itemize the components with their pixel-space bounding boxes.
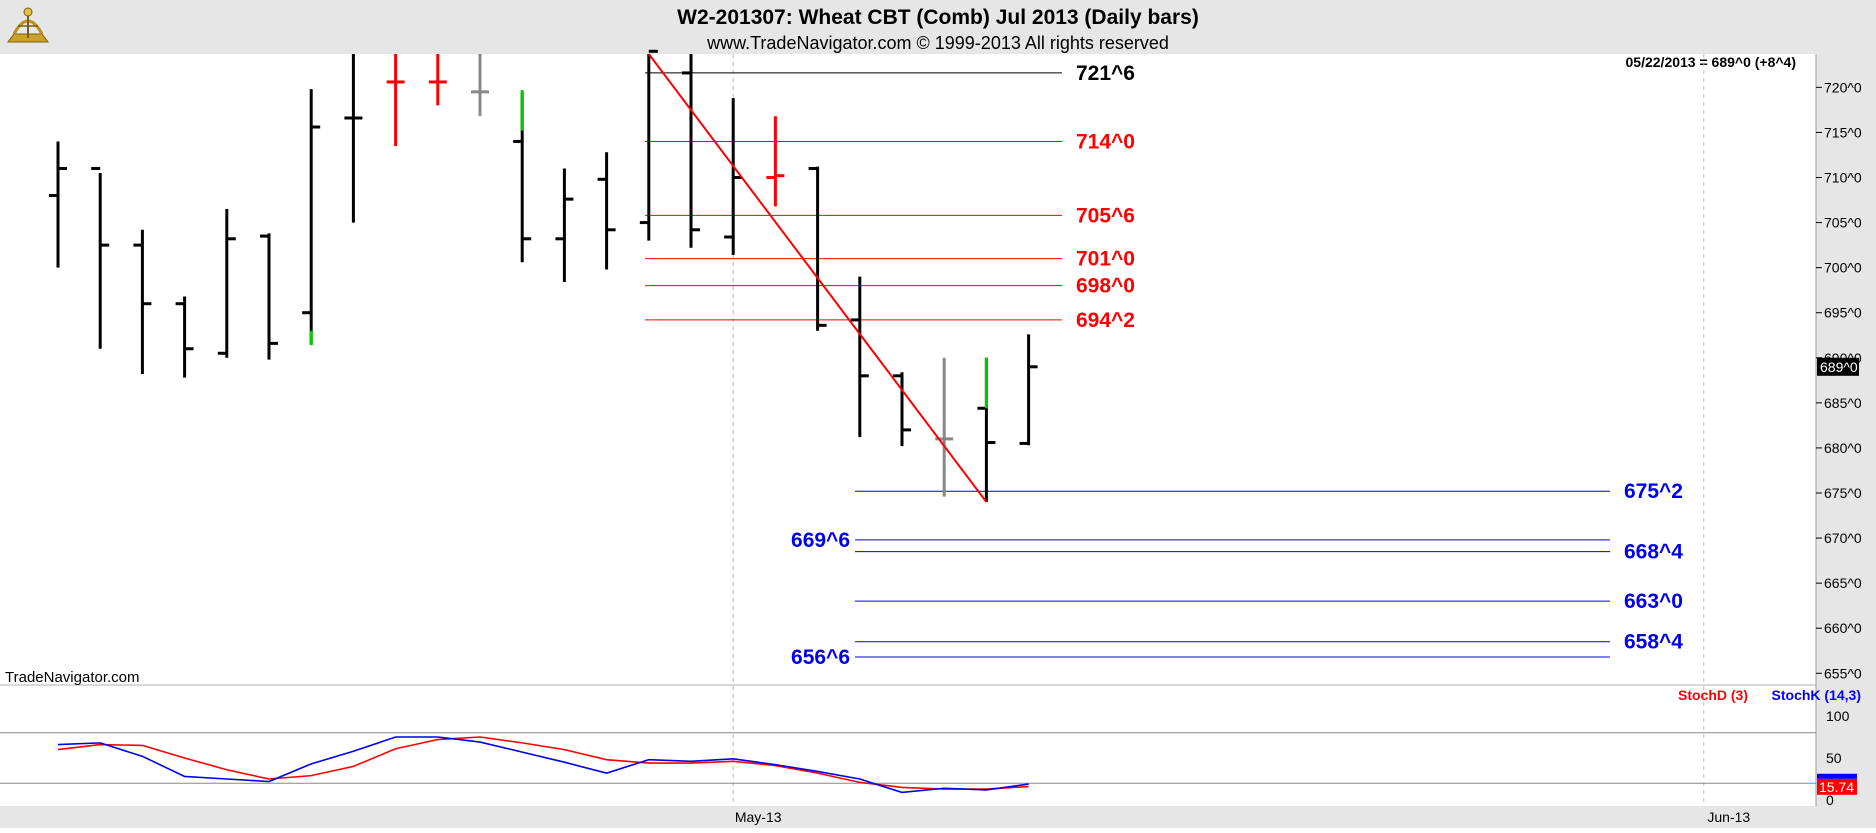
- y-tick-label: 670^0: [1824, 530, 1862, 546]
- x-tick-label: Jun-13: [1707, 809, 1750, 825]
- stoch-y-tick-label: 0: [1826, 792, 1834, 808]
- last-price-label: 689^0: [1820, 359, 1858, 375]
- stoch-d-title: StochD (3): [1678, 687, 1748, 703]
- stoch-last-value-label: 15.74: [1819, 779, 1854, 795]
- level-label: 714^0: [1076, 130, 1135, 153]
- level-label: 721^6: [1076, 62, 1135, 85]
- y-tick-label: 665^0: [1824, 575, 1862, 591]
- level-label: 698^0: [1076, 275, 1135, 298]
- y-tick-label: 655^0: [1824, 665, 1862, 681]
- stoch-y-tick-label: 50: [1826, 750, 1842, 766]
- x-tick-label: May-13: [735, 809, 782, 825]
- y-tick-label: 720^0: [1824, 79, 1862, 95]
- stoch-y-tick-label: 100: [1826, 708, 1850, 724]
- time-axis-background: [0, 806, 1876, 828]
- y-tick-label: 700^0: [1824, 260, 1862, 276]
- y-tick-label: 685^0: [1824, 395, 1862, 411]
- level-label: 694^2: [1076, 309, 1135, 332]
- axis-layer: May-13 Jun-13 720^0 715^0 710^0 705^0 700^0 695…: [735, 79, 1862, 825]
- level-label: 675^2: [1624, 480, 1683, 503]
- last-quote-text: 05/22/2013 = 689^0 (+8^4): [1626, 54, 1796, 70]
- y-tick-label: 695^0: [1824, 305, 1862, 321]
- y-tick-label: 680^0: [1824, 440, 1862, 456]
- grid-layer: [732, 54, 1705, 806]
- last-price-tag: [1817, 357, 1859, 376]
- stoch-k-last-tag: [1817, 773, 1857, 779]
- watermark-text: TradeNavigator.com: [5, 669, 140, 686]
- stoch-d-line: [57, 736, 1029, 790]
- copyright-text: www.TradeNavigator.com © 1999-2013 All r…: [706, 33, 1169, 53]
- level-label: 658^4: [1624, 631, 1683, 654]
- stoch-k-line: [57, 736, 1029, 794]
- header-bar: [0, 0, 1876, 54]
- level-label: 701^0: [1076, 248, 1135, 271]
- y-tick-label: 715^0: [1824, 124, 1862, 140]
- level-layer: 721^6 714^0 705^6 701^0 698^0 694^2 675^2 669^6…: [645, 62, 1683, 669]
- y-tick-label: 705^0: [1824, 215, 1862, 231]
- level-label: 668^4: [1624, 541, 1683, 564]
- y-tick-label: 675^0: [1824, 485, 1862, 501]
- level-label: 705^6: [1076, 204, 1135, 227]
- stoch-last-value-tag: [1817, 778, 1857, 795]
- sextant-icon[interactable]: [7, 7, 49, 43]
- y-tick-label: 660^0: [1824, 620, 1862, 636]
- bar-layer: [49, 49, 1038, 503]
- price-axis-background: [1816, 0, 1876, 828]
- level-label: 663^0: [1624, 590, 1683, 613]
- y-tick-label: 710^0: [1824, 169, 1862, 185]
- level-label: 669^6: [791, 529, 850, 552]
- chart-title: W2-201307: Wheat CBT (Comb) Jul 2013 (Da…: [677, 6, 1199, 29]
- stoch-layer: [0, 732, 1816, 794]
- level-label: 656^6: [791, 646, 850, 669]
- trendline: [648, 53, 988, 503]
- stoch-k-title: StochK (14,3): [1772, 687, 1861, 703]
